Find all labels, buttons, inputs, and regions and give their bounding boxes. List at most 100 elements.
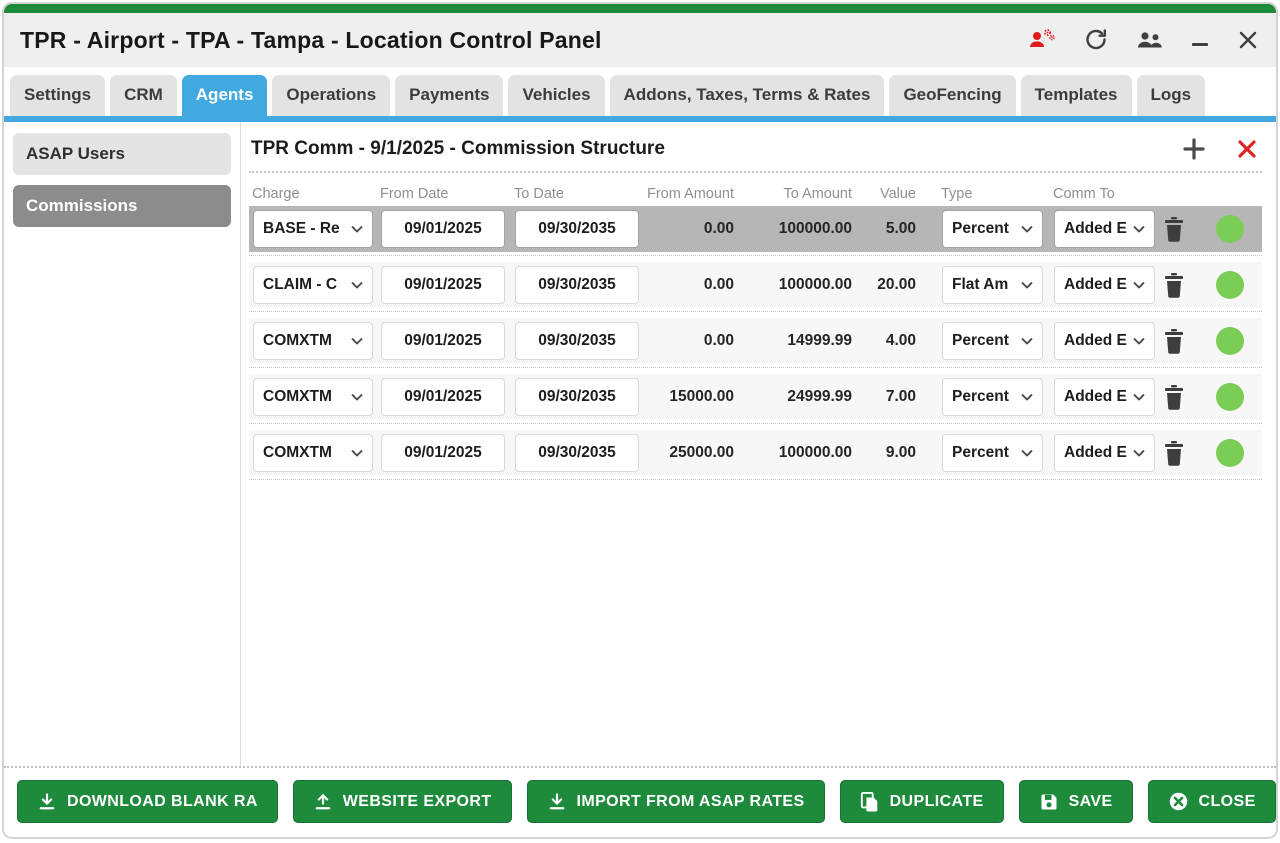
sidebar-item-asap-users[interactable]: ASAP Users <box>13 133 231 175</box>
to-date-input[interactable]: 09/30/2035 <box>515 378 639 416</box>
minimize-icon[interactable] <box>1192 42 1210 48</box>
add-row-icon[interactable] <box>1182 137 1206 161</box>
download-icon <box>549 792 564 809</box>
save-button[interactable]: SAVE <box>1018 780 1133 823</box>
chevron-down-icon <box>351 281 363 289</box>
charge-select[interactable]: COMXTM <box>253 434 373 472</box>
delete-structure-icon[interactable] <box>1236 138 1258 160</box>
charge-select[interactable]: CLAIM - C <box>253 266 373 304</box>
commission-row[interactable]: COMXTM 09/01/2025 09/30/2035 0.00 14999.… <box>249 318 1262 364</box>
charge-select[interactable]: COMXTM <box>253 322 373 360</box>
upload-icon <box>315 793 331 809</box>
trash-icon <box>1165 329 1183 354</box>
tab-settings[interactable]: Settings <box>10 75 106 116</box>
tab-bar: Settings CRM Agents Operations Payments … <box>4 67 1276 116</box>
type-select[interactable]: Percent <box>942 322 1043 360</box>
from-date-input[interactable]: 09/01/2025 <box>381 210 505 248</box>
delete-row-button[interactable] <box>1150 384 1198 410</box>
table-row: COMXTM 09/01/2025 09/30/2035 0.00 14999.… <box>249 318 1262 368</box>
charge-select[interactable]: COMXTM <box>253 378 373 416</box>
charge-select[interactable]: BASE - Re <box>253 210 373 248</box>
download-icon <box>39 792 55 809</box>
tab-operations[interactable]: Operations <box>272 75 391 116</box>
to-date-input[interactable]: 09/30/2035 <box>515 210 639 248</box>
from-date-input[interactable]: 09/01/2025 <box>381 266 505 304</box>
from-date-input[interactable]: 09/01/2025 <box>381 378 505 416</box>
status-active-dot[interactable] <box>1216 383 1244 411</box>
chevron-down-icon <box>1021 225 1033 233</box>
chevron-down-icon <box>1021 449 1033 457</box>
to-amount-value: 24999.99 <box>787 388 852 405</box>
download-blank-ra-button[interactable]: DOWNLOAD BLANK RA <box>17 780 278 823</box>
duplicate-button[interactable]: DUPLICATE <box>839 780 1004 823</box>
chevron-down-icon <box>351 393 363 401</box>
import-from-asap-rates-button[interactable]: IMPORT FROM ASAP RATES <box>526 780 825 823</box>
commission-value: 9.00 <box>885 444 916 461</box>
commission-value: 7.00 <box>885 388 916 405</box>
type-select[interactable]: Flat Am <box>942 266 1043 304</box>
commission-row[interactable]: COMXTM 09/01/2025 09/30/2035 15000.00 24… <box>249 374 1262 420</box>
type-select[interactable]: Percent <box>942 210 1043 248</box>
table-header-row: Charge From Date To Date From Amount To … <box>249 182 1262 206</box>
commission-value: 5.00 <box>885 220 916 237</box>
tab-crm[interactable]: CRM <box>110 75 177 116</box>
from-date-input[interactable]: 09/01/2025 <box>381 434 505 472</box>
status-active-dot[interactable] <box>1216 327 1244 355</box>
table-row: BASE - Re 09/01/2025 09/30/2035 0.00 100… <box>249 206 1262 256</box>
delete-row-button[interactable] <box>1150 328 1198 354</box>
from-amount-value: 15000.00 <box>669 388 734 405</box>
engineer-settings-icon[interactable] <box>1028 28 1056 52</box>
to-date-input[interactable]: 09/30/2035 <box>515 322 639 360</box>
commission-value: 4.00 <box>885 332 916 349</box>
trash-icon <box>1165 217 1183 242</box>
commission-row[interactable]: CLAIM - C 09/01/2025 09/30/2035 0.00 100… <box>249 262 1262 308</box>
commission-row[interactable]: COMXTM 09/01/2025 09/30/2035 25000.00 10… <box>249 430 1262 476</box>
tab-logs[interactable]: Logs <box>1136 75 1206 116</box>
trash-icon <box>1165 385 1183 410</box>
tab-payments[interactable]: Payments <box>395 75 504 116</box>
sidebar-item-commissions[interactable]: Commissions <box>13 185 231 227</box>
panel-header: TPR Comm - 9/1/2025 - Commission Structu… <box>249 122 1262 173</box>
to-amount-value: 100000.00 <box>778 220 852 237</box>
chevron-down-icon <box>351 337 363 345</box>
status-active-dot[interactable] <box>1216 215 1244 243</box>
table-row: COMXTM 09/01/2025 09/30/2035 15000.00 24… <box>249 374 1262 424</box>
from-amount-value: 0.00 <box>703 220 734 237</box>
users-icon[interactable] <box>1136 29 1164 51</box>
col-header-comm-to: Comm To <box>1053 186 1115 202</box>
table-row: COMXTM 09/01/2025 09/30/2035 25000.00 10… <box>249 430 1262 480</box>
close-button[interactable]: CLOSE <box>1147 780 1276 823</box>
delete-row-button[interactable] <box>1150 272 1198 298</box>
from-amount-value: 25000.00 <box>669 444 734 461</box>
comm-to-select[interactable]: Added E <box>1054 322 1155 360</box>
delete-row-button[interactable] <box>1150 440 1198 466</box>
comm-to-select[interactable]: Added E <box>1054 210 1155 248</box>
tab-templates[interactable]: Templates <box>1020 75 1132 116</box>
to-amount-value: 14999.99 <box>787 332 852 349</box>
titlebar-icons <box>1028 28 1258 52</box>
refresh-icon[interactable] <box>1084 28 1108 52</box>
to-date-input[interactable]: 09/30/2035 <box>515 434 639 472</box>
website-export-button[interactable]: WEBSITE EXPORT <box>292 780 512 823</box>
tab-vehicles[interactable]: Vehicles <box>508 75 605 116</box>
comm-to-select[interactable]: Added E <box>1054 378 1155 416</box>
comm-to-select[interactable]: Added E <box>1054 434 1155 472</box>
tab-addons-taxes-terms-rates[interactable]: Addons, Taxes, Terms & Rates <box>609 75 885 116</box>
comm-to-select[interactable]: Added E <box>1054 266 1155 304</box>
to-date-input[interactable]: 09/30/2035 <box>515 266 639 304</box>
status-active-dot[interactable] <box>1216 439 1244 467</box>
close-icon[interactable] <box>1238 30 1258 50</box>
close-circle-icon <box>1169 792 1187 811</box>
delete-row-button[interactable] <box>1150 216 1198 242</box>
commission-row[interactable]: BASE - Re 09/01/2025 09/30/2035 0.00 100… <box>249 206 1262 252</box>
tab-geofencing[interactable]: GeoFencing <box>889 75 1016 116</box>
status-active-dot[interactable] <box>1216 271 1244 299</box>
tab-agents[interactable]: Agents <box>181 75 268 116</box>
table-row: CLAIM - C 09/01/2025 09/30/2035 0.00 100… <box>249 262 1262 312</box>
type-select[interactable]: Percent <box>942 378 1043 416</box>
chevron-down-icon <box>1021 393 1033 401</box>
from-date-input[interactable]: 09/01/2025 <box>381 322 505 360</box>
from-amount-value: 0.00 <box>703 332 734 349</box>
type-select[interactable]: Percent <box>942 434 1043 472</box>
